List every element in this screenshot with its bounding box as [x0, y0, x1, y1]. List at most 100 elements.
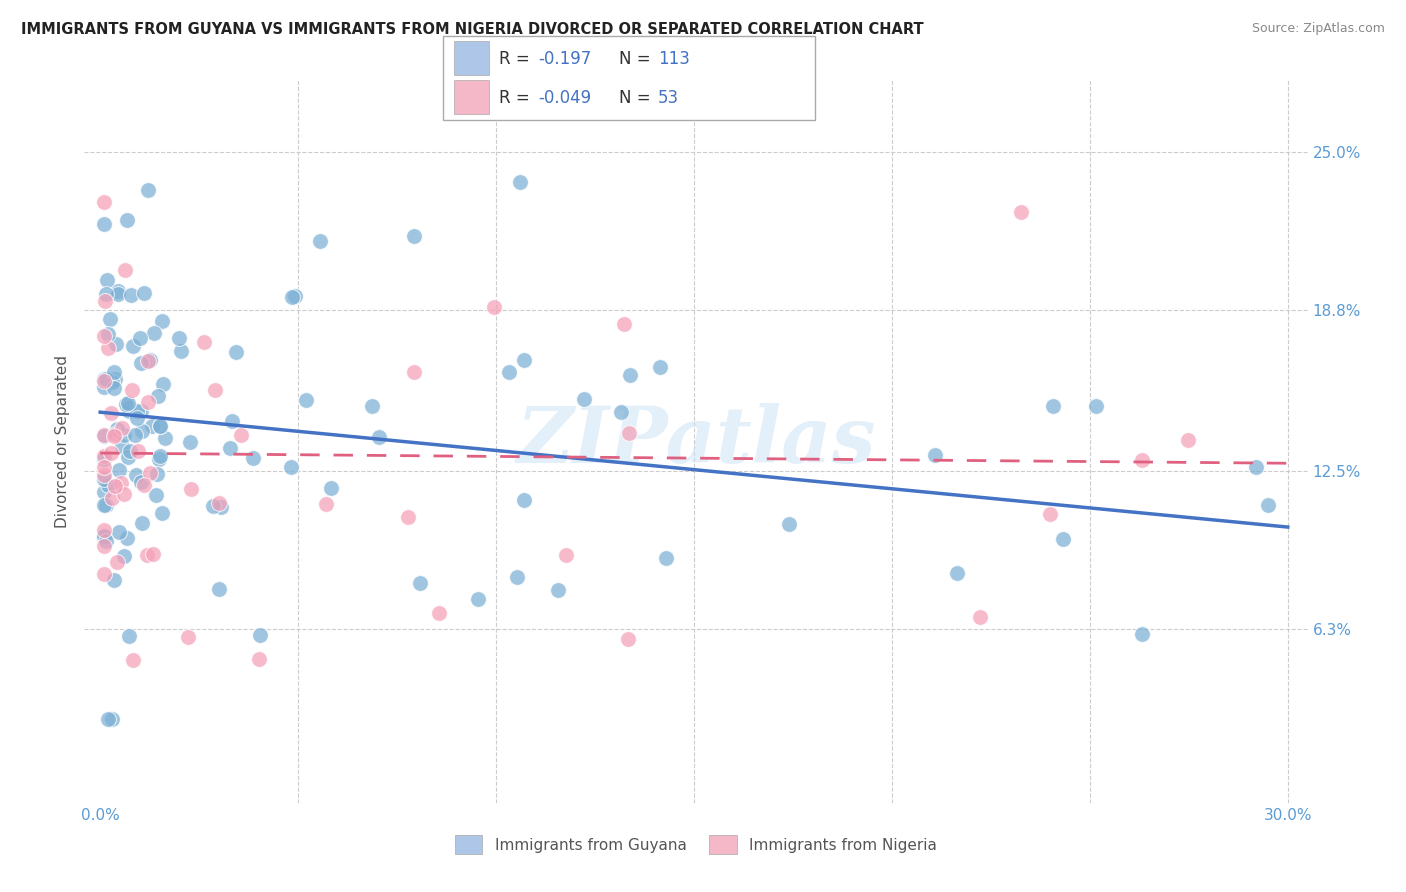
Point	[110, 476, 132, 491]
Point	[145, 467, 167, 481]
Point	[180, 482, 202, 496]
Point	[121, 653, 143, 667]
Point	[648, 359, 671, 374]
Point	[177, 630, 200, 644]
Point	[509, 175, 531, 189]
Point	[93, 530, 115, 544]
Point	[142, 326, 165, 341]
Point	[93, 460, 115, 475]
Point	[103, 428, 125, 442]
Point	[100, 446, 122, 460]
Point	[1085, 399, 1108, 413]
Point	[94, 498, 117, 512]
Text: N =: N =	[619, 50, 655, 68]
Point	[112, 487, 135, 501]
Point	[96, 273, 118, 287]
Point	[118, 444, 141, 458]
Point	[193, 334, 215, 349]
Point	[547, 583, 569, 598]
Point	[1132, 627, 1154, 641]
Point	[94, 287, 117, 301]
Text: 113: 113	[658, 50, 690, 68]
Point	[93, 449, 115, 463]
Point	[321, 481, 343, 495]
Point	[295, 392, 318, 407]
Point	[513, 492, 536, 507]
Point	[103, 573, 125, 587]
Point	[1010, 205, 1032, 219]
Y-axis label: Divorced or Separated: Divorced or Separated	[55, 355, 70, 528]
Text: -0.049: -0.049	[538, 88, 592, 106]
Point	[125, 467, 148, 482]
Point	[402, 365, 425, 379]
Point	[152, 377, 174, 392]
Point	[219, 441, 242, 455]
Point	[93, 528, 115, 542]
Point	[131, 424, 153, 438]
Point	[93, 498, 115, 512]
Point	[247, 652, 270, 666]
Point	[498, 365, 520, 379]
Point	[114, 396, 136, 410]
Point	[655, 550, 678, 565]
Point	[170, 344, 193, 359]
Point	[153, 431, 176, 445]
Point	[107, 287, 129, 301]
Point	[97, 712, 120, 726]
Point	[284, 289, 307, 303]
Point	[93, 329, 115, 343]
Point	[93, 428, 115, 442]
Point	[96, 533, 118, 548]
Point	[555, 548, 578, 562]
Point	[136, 548, 159, 562]
Point	[396, 510, 419, 524]
Point	[112, 549, 135, 563]
Point	[138, 353, 160, 368]
Point	[1052, 532, 1074, 546]
Point	[117, 396, 139, 410]
Text: 53: 53	[658, 88, 679, 106]
Point	[107, 422, 129, 436]
Point	[229, 427, 252, 442]
Point	[1130, 453, 1153, 467]
Point	[93, 566, 115, 581]
Point	[134, 286, 156, 301]
Legend: Immigrants from Guyana, Immigrants from Nigeria: Immigrants from Guyana, Immigrants from …	[449, 830, 943, 860]
Point	[136, 183, 159, 197]
Point	[118, 404, 141, 418]
Text: ZIPatlas: ZIPatlas	[516, 403, 876, 480]
Point	[138, 466, 160, 480]
Point	[142, 547, 165, 561]
Point	[125, 404, 148, 418]
Text: Source: ZipAtlas.com: Source: ZipAtlas.com	[1251, 22, 1385, 36]
Point	[1177, 433, 1199, 447]
Point	[105, 336, 128, 351]
Point	[1039, 507, 1062, 521]
Point	[93, 472, 115, 486]
Point	[204, 384, 226, 398]
Text: N =: N =	[619, 88, 655, 106]
Point	[924, 448, 946, 462]
Point	[945, 566, 967, 581]
Point	[104, 426, 127, 441]
Point	[225, 345, 247, 359]
Point	[97, 326, 120, 341]
Point	[969, 610, 991, 624]
Point	[115, 532, 138, 546]
Point	[1257, 498, 1279, 512]
Point	[107, 284, 129, 298]
Point	[513, 353, 536, 368]
Point	[404, 228, 426, 243]
Point	[117, 401, 139, 415]
Point	[149, 450, 172, 464]
Point	[93, 218, 115, 232]
Point	[93, 380, 115, 394]
Point	[96, 372, 118, 386]
Point	[103, 365, 125, 379]
Point	[613, 317, 636, 331]
Point	[149, 419, 172, 434]
Point	[202, 500, 225, 514]
Text: -0.197: -0.197	[538, 50, 592, 68]
Point	[93, 539, 115, 553]
Text: IMMIGRANTS FROM GUYANA VS IMMIGRANTS FROM NIGERIA DIVORCED OR SEPARATED CORRELAT: IMMIGRANTS FROM GUYANA VS IMMIGRANTS FRO…	[21, 22, 924, 37]
